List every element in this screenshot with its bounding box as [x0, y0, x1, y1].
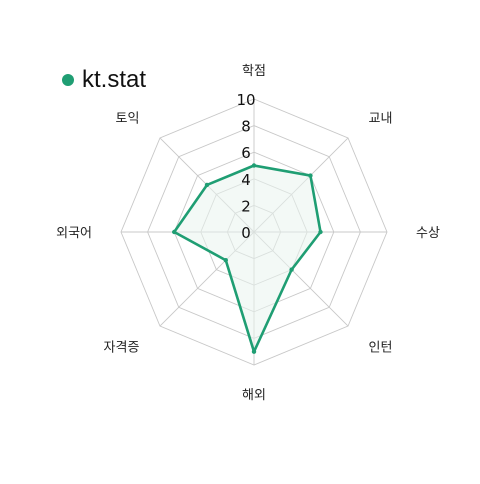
category-label-5: 자격증 — [104, 341, 140, 356]
legend-marker — [62, 74, 74, 86]
category-label-2: 수상 — [416, 226, 440, 241]
data-point-3 — [289, 267, 293, 271]
category-label-4: 해외 — [242, 388, 266, 403]
r-tick-label-8: 8 — [241, 118, 251, 136]
data-point-1 — [308, 173, 312, 177]
category-label-7: 토익 — [116, 111, 140, 126]
category-label-1: 교내 — [369, 111, 393, 126]
data-point-0 — [252, 163, 256, 167]
r-tick-label-4: 4 — [241, 171, 251, 189]
legend: kt.stat — [62, 66, 146, 94]
series-kt-stat-area — [174, 166, 320, 352]
category-label-3: 인턴 — [369, 341, 393, 356]
legend-label: kt.stat — [82, 66, 146, 94]
data-point-6 — [172, 230, 176, 234]
data-point-7 — [205, 183, 209, 187]
r-tick-label-6: 6 — [241, 144, 251, 162]
data-point-2 — [318, 230, 322, 234]
data-point-4 — [252, 350, 256, 354]
r-tick-label-0: 0 — [241, 224, 251, 242]
r-tick-label-10: 10 — [236, 91, 255, 109]
data-point-5 — [224, 258, 228, 262]
category-label-0: 학점 — [242, 64, 266, 79]
category-label-6: 외국어 — [56, 226, 92, 241]
r-tick-label-2: 2 — [241, 197, 251, 215]
